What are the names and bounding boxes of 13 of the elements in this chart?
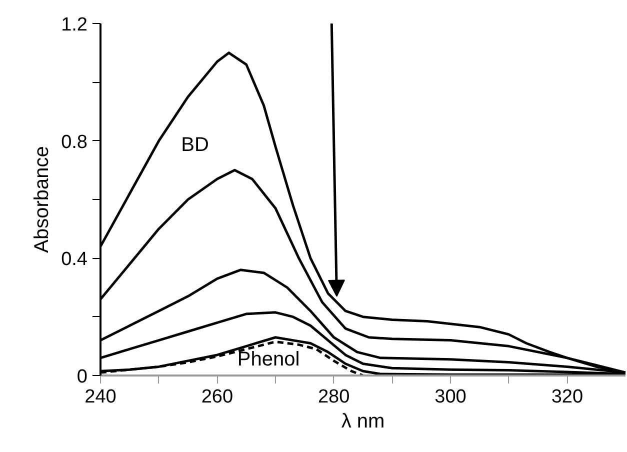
x-axis-title: λ nm [341,410,385,432]
y-tick-label: 0.8 [61,132,88,153]
y-tick-label: 0 [76,366,88,388]
y-tick-label: 1.2 [61,14,88,36]
x-tick-label: 240 [84,386,116,408]
y-tick-label: 0.4 [61,249,88,270]
x-tick-label: 280 [318,386,350,408]
annotation: BD [181,134,209,156]
x-tick-label: 300 [434,386,466,408]
x-tick-label: 260 [201,386,234,408]
x-tick-label: 320 [551,386,584,408]
y-axis-title: Absorbance [31,146,54,253]
annotation: Phenol [237,348,300,371]
